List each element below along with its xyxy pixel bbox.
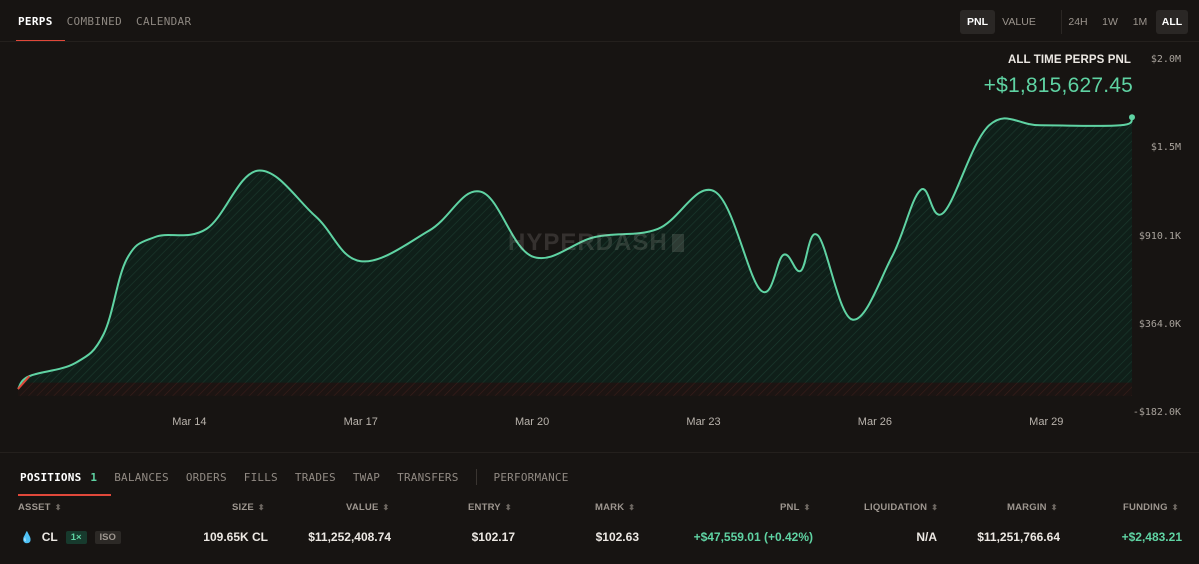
value-cell: $11,252,408.74 [308,530,391,544]
tab-separator [475,469,477,485]
sort-icon: ⬍ [257,502,265,512]
pnl-chart[interactable]: $2.0M$1.5M$910.1K$364.0K-$182.0K Mar 14 M… [0,42,1199,452]
watermark-text: HYPERDASH [508,229,668,256]
header-mark-label: MARK [595,502,625,513]
size-cell: 109.65K CL [203,530,268,544]
pnl-summary-title: ALL TIME PERPS PNL [1008,54,1131,66]
tab-trades[interactable]: TRADES [294,470,336,484]
negative-region [18,382,1132,396]
header-entry-label: ENTRY [468,502,501,513]
tab-orders[interactable]: ORDERS [185,470,227,484]
chart-plot-area [17,114,1135,396]
y-tick-label: $910.1K [1139,231,1181,242]
positions-table-header: ASSET ⬍ SIZE ⬍ VALUE ⬍ ENTRY ⬍ MARK ⬍ PNL ⬍ LI… [0,498,1199,518]
top-tabs: PERPS COMBINED CALENDAR [0,0,191,42]
header-margin[interactable]: MARGIN ⬍ [1007,502,1058,513]
pnl-mode-button[interactable]: PNL [960,10,995,34]
header-pnl-label: PNL [780,502,800,513]
header-liquidation-label: LIQUIDATION [864,502,928,513]
header-liquidation[interactable]: LIQUIDATION ⬍ [864,502,938,513]
tab-perps[interactable]: PERPS [16,0,65,42]
tab-performance[interactable]: PERFORMANCE [493,470,569,484]
header-mark[interactable]: MARK ⬍ [595,502,635,513]
y-axis: $2.0M $1.5M $910.1K $364.0K -$182.0K [1133,54,1181,418]
header-size[interactable]: SIZE ⬍ [232,502,265,513]
range-toggle: 24H 1W 1M ALL [1061,10,1188,34]
header-asset-label: ASSET [18,502,51,513]
divider [0,41,1199,42]
y-tick-label: $1.5M [1151,142,1181,153]
droplet-icon: 💧 [20,531,34,544]
pnl-cell: +$47,559.01 (+0.42%) [693,530,813,544]
tab-positions-label: POSITIONS [20,470,82,484]
mark-cell: $102.63 [595,530,639,544]
x-tick-label: Mar 23 [686,416,720,428]
bottom-tabs: POSITIONS 1 BALANCES ORDERS FILLS TRADES… [17,460,569,496]
y-tick-label: -$182.0K [1133,407,1181,418]
funding-cell[interactable]: +$2,483.21 [1121,530,1182,544]
mode-toggle: PNL VALUE [960,10,1039,34]
range-all-button[interactable]: ALL [1156,10,1188,34]
tab-fills[interactable]: FILLS [243,470,278,484]
header-value[interactable]: VALUE ⬍ [346,502,389,513]
header-entry[interactable]: ENTRY ⬍ [468,502,512,513]
x-tick-label: Mar 26 [858,416,892,428]
tab-twap[interactable]: TWAP [352,470,381,484]
header-margin-label: MARGIN [1007,502,1047,513]
header-value-label: VALUE [346,502,379,513]
header-funding[interactable]: FUNDING ⬍ [1123,502,1179,513]
divider [0,452,1199,453]
negative-segment [17,375,31,390]
tab-transfers[interactable]: TRANSFERS [397,470,459,484]
table-row[interactable]: 💧 CL 1× ISO 109.65K CL $11,252,408.74 $1… [0,526,1199,548]
tab-positions[interactable]: POSITIONS 1 [17,462,112,496]
range-24h-button[interactable]: 24H [1068,16,1088,28]
x-tick-label: Mar 20 [515,416,549,428]
tab-calendar[interactable]: CALENDAR [136,14,192,28]
pnl-summary-value: +$1,815,627.45 [983,74,1133,97]
liquidation-cell: N/A [916,530,937,544]
entry-cell: $102.17 [471,530,515,544]
range-1w-button[interactable]: 1W [1102,16,1118,28]
sort-icon: ⬍ [931,502,939,512]
value-mode-button[interactable]: VALUE [1002,16,1036,28]
y-tick-label: $2.0M [1151,54,1181,65]
sort-icon: ⬍ [803,502,811,512]
sort-icon: ⬍ [1171,502,1179,512]
watermark-cursor-block [671,234,684,252]
last-point-marker [1129,114,1135,121]
margin-cell: $11,251,766.64 [977,530,1060,544]
sort-icon: ⬍ [382,502,390,512]
asset-cell: 💧 CL 1× ISO [20,530,121,544]
tab-combined[interactable]: COMBINED [66,14,123,28]
header-asset[interactable]: ASSET ⬍ [18,502,62,513]
sort-icon: ⬍ [54,502,62,512]
watermark-logo: HYPERDASH [508,229,684,257]
x-tick-label: Mar 14 [172,416,206,428]
header-funding-label: FUNDING [1123,502,1168,513]
asset-name: CL [41,530,58,544]
sort-icon: ⬍ [1050,502,1058,512]
leverage-badge: 1× [65,530,87,544]
x-tick-label: Mar 29 [1029,416,1063,428]
sort-icon: ⬍ [628,502,636,512]
range-1m-button[interactable]: 1M [1132,16,1148,28]
positions-count-badge: 1 [90,470,98,484]
y-tick-label: $364.0K [1139,319,1181,330]
x-tick-label: Mar 17 [344,416,378,428]
sort-icon: ⬍ [504,502,512,512]
x-axis: Mar 14 Mar 17 Mar 20 Mar 23 Mar 26 Mar 29 [172,416,1063,428]
pnl-area-fill [18,117,1132,389]
pnl-series-line [17,116,1133,390]
tab-balances[interactable]: BALANCES [114,470,169,484]
margin-mode-badge: ISO [94,530,121,544]
header-pnl[interactable]: PNL ⬍ [780,502,811,513]
header-size-label: SIZE [232,502,254,513]
